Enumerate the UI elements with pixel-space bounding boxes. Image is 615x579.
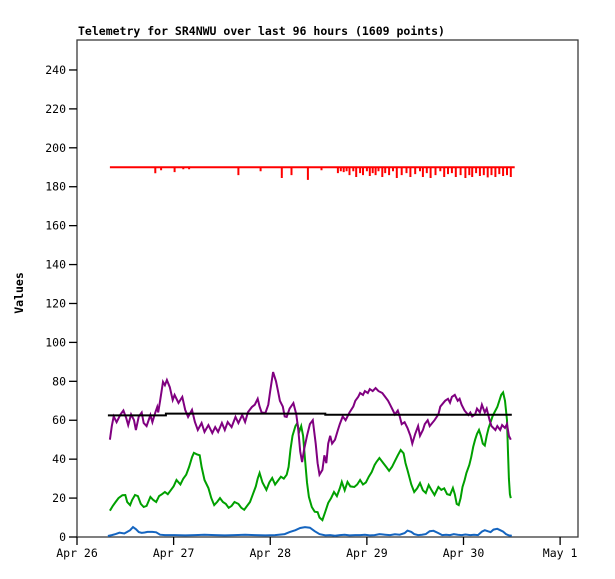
y-tick-label: 20 [52,491,66,505]
y-tick-label: 140 [45,258,66,272]
y-tick-label: 120 [45,296,66,310]
black-mean-line [107,412,512,417]
purple-series [108,371,512,478]
y-tick-label: 0 [59,530,66,544]
y-tick-label: 80 [52,374,66,388]
x-tick-label: Apr 30 [443,546,485,560]
blue-series [107,525,512,537]
y-tick-label: 60 [52,413,66,427]
axis-ticks [69,69,561,545]
plot-frame [76,39,579,538]
y-tick-label: 240 [45,63,66,77]
plot-border [76,39,579,538]
y-tick-label: 200 [45,141,66,155]
axis-tick-labels: 0 20 40 60 80 100 120 140 160 180 200 220 240 Apr 26 A… [45,63,577,560]
y-tick-label: 100 [45,335,66,349]
green-series [109,390,512,522]
x-tick-label: Apr 29 [346,546,388,560]
x-tick-label: Apr 28 [249,546,291,560]
x-tick-label: May 1 [543,546,578,560]
y-tick-label: 180 [45,180,66,194]
chart-title: Telemetry for SR4NWU over last 96 hours … [78,24,445,38]
data-series [107,166,515,537]
x-tick-label: Apr 27 [153,546,195,560]
x-tick-label: Apr 26 [56,546,98,560]
y-tick-label: 40 [52,452,66,466]
y-tick-label: 160 [45,219,66,233]
red-limit-line [109,166,515,180]
y-tick-label: 220 [45,102,66,116]
